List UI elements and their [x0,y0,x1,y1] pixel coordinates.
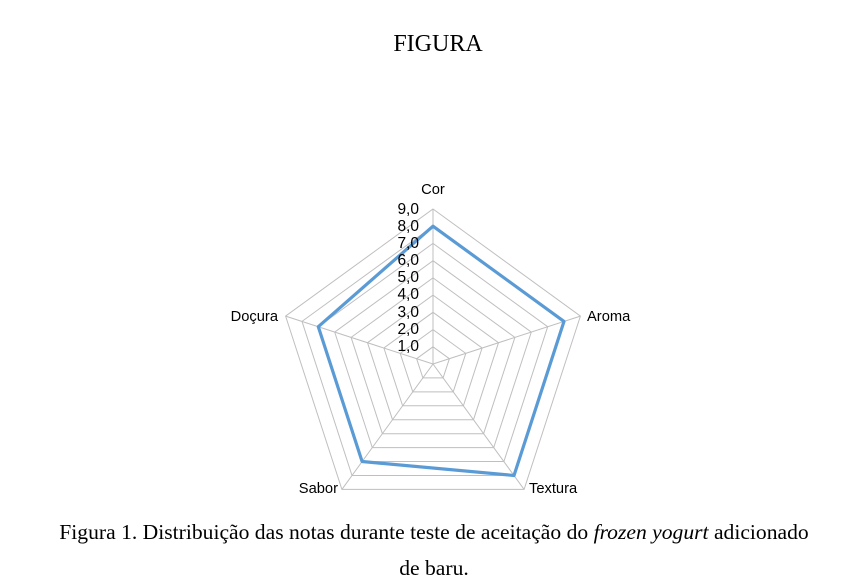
svg-text:Sabor: Sabor [299,481,338,497]
svg-text:9,0: 9,0 [397,201,419,218]
svg-text:5,0: 5,0 [397,269,419,286]
svg-text:1,0: 1,0 [397,338,419,355]
svg-text:Doçura: Doçura [231,309,279,325]
svg-text:2,0: 2,0 [397,321,419,338]
svg-text:Aroma: Aroma [587,309,631,325]
svg-text:3,0: 3,0 [397,304,419,321]
svg-text:8,0: 8,0 [397,218,419,235]
svg-text:6,0: 6,0 [397,252,419,269]
svg-text:7,0: 7,0 [397,235,419,252]
svg-text:Cor: Cor [421,182,445,198]
svg-text:4,0: 4,0 [397,286,419,303]
svg-text:Textura: Textura [529,481,578,497]
